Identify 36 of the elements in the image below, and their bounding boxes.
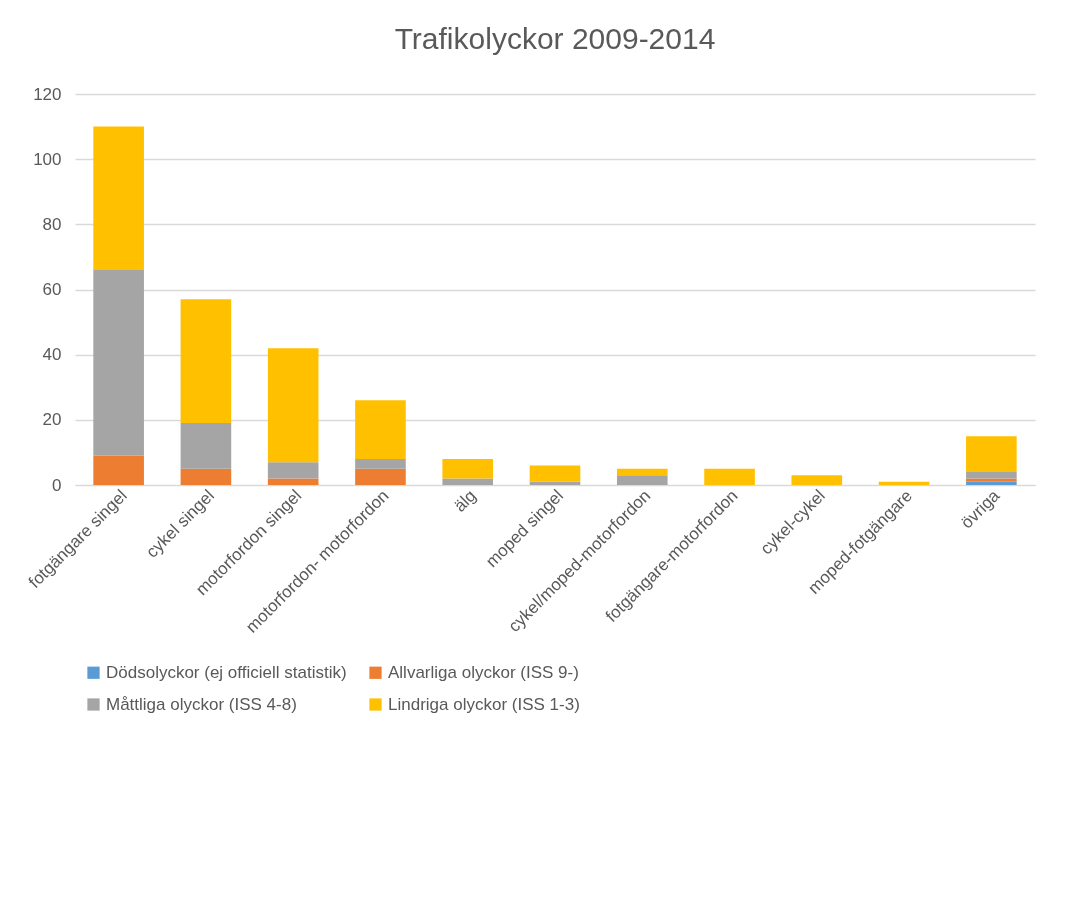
y-tick-label: 100 <box>33 149 62 169</box>
bar <box>355 458 406 469</box>
legend-label: Dödsolyckor (ej officiell statistik) <box>106 662 347 682</box>
bar <box>355 468 406 485</box>
x-tick-label: älg <box>450 486 480 516</box>
bar <box>180 468 232 485</box>
bar <box>529 481 581 485</box>
y-tick-label: 120 <box>33 84 62 104</box>
bar <box>180 423 232 469</box>
bar <box>180 299 232 424</box>
bar <box>616 475 668 485</box>
bar <box>355 400 406 459</box>
bar <box>93 126 144 270</box>
y-tick-label: 0 <box>52 475 62 495</box>
bar <box>267 348 319 463</box>
y-tick-label: 60 <box>42 280 62 299</box>
legend-label: Lindriga olyckor (ISS 1-3) <box>388 694 580 714</box>
y-tick-label: 20 <box>42 410 62 430</box>
bar <box>93 269 144 456</box>
bar <box>529 465 581 482</box>
legend-label: Måttliga olyckor (ISS 4-8) <box>106 694 297 714</box>
bar <box>442 478 494 485</box>
bar <box>267 478 319 485</box>
bar <box>878 481 930 485</box>
bar <box>442 458 494 479</box>
bar <box>704 468 755 485</box>
legend-label: Allvarliga olyckor (ISS 9-) <box>388 662 579 682</box>
bar <box>267 462 319 479</box>
bar <box>616 468 668 476</box>
bar <box>791 475 843 485</box>
bar <box>966 436 1017 472</box>
y-tick-label: 40 <box>42 345 62 365</box>
y-tick-label: 80 <box>42 214 62 234</box>
bar <box>93 455 144 485</box>
chart-title: Trafikolyckor 2009-2014 <box>394 22 716 55</box>
bar <box>966 471 1017 479</box>
